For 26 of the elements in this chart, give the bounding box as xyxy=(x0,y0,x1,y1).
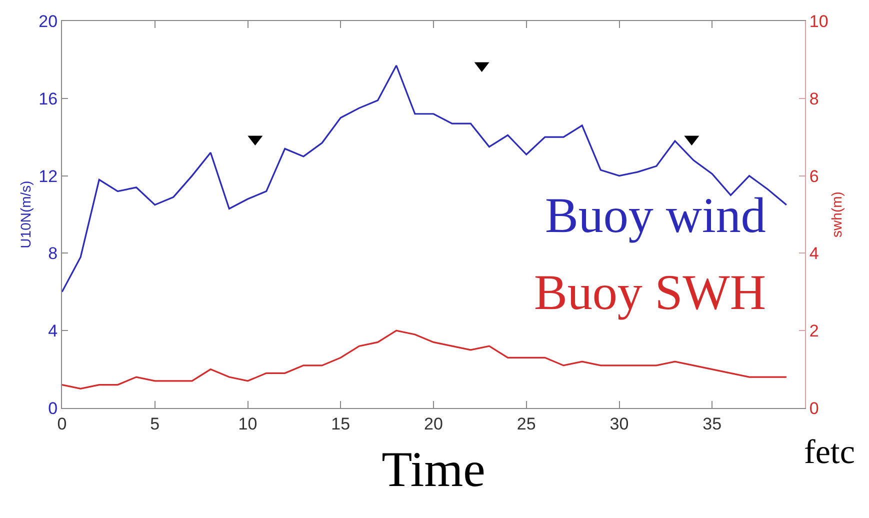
x-tick-label: 25 xyxy=(516,414,536,434)
y-tick-label: 20 xyxy=(38,12,58,31)
x-tick-label: 5 xyxy=(150,414,160,434)
y2-axis-title: swh(m) xyxy=(828,192,845,238)
line-series xyxy=(62,330,788,390)
x-axis-title: Time xyxy=(382,440,486,497)
x-tick-label: 35 xyxy=(702,414,722,434)
y-tick-label: 16 xyxy=(38,89,58,108)
y2-tick-label: 8 xyxy=(809,89,819,108)
y2-tick-label: 10 xyxy=(809,12,828,31)
y2-tick-label: 4 xyxy=(809,244,819,264)
series-label: Buoy wind xyxy=(545,187,766,243)
y-tick-label: 8 xyxy=(48,244,58,264)
y2-tick-label: 6 xyxy=(809,166,819,186)
y-tick-label: 4 xyxy=(48,322,58,341)
x-tick-label: 30 xyxy=(610,414,629,434)
y-axis-title: U10N(m/s) xyxy=(17,180,34,248)
x-tick-label: 20 xyxy=(424,414,443,434)
y2-tick-label: 2 xyxy=(809,322,819,341)
x-tick-label: 15 xyxy=(331,414,350,434)
text: fetc xyxy=(804,434,855,471)
x-tick-label: 10 xyxy=(238,414,258,434)
y2-tick-label: 0 xyxy=(809,398,819,418)
series-label: Buoy SWH xyxy=(534,264,766,320)
y-tick-label: 12 xyxy=(38,166,58,186)
y-tick-label: 0 xyxy=(48,398,58,418)
